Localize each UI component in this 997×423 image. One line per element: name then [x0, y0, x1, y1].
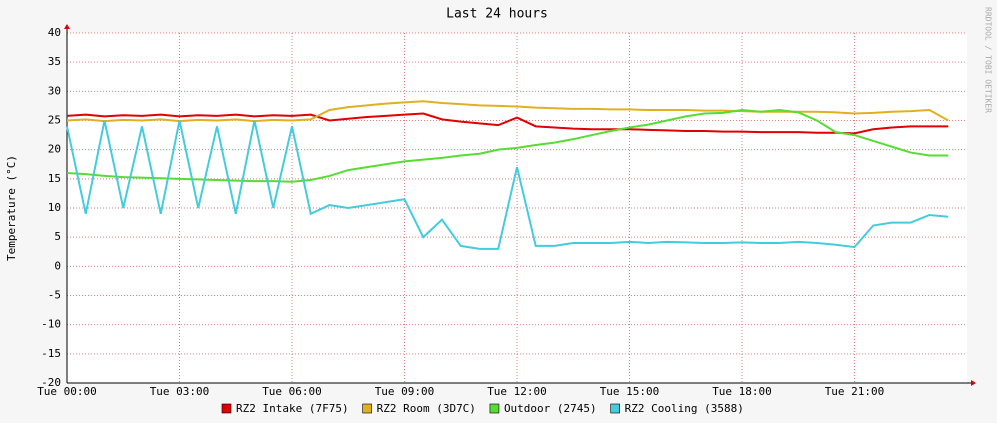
y-tick-label: 0	[54, 259, 61, 272]
y-tick-label: 5	[54, 230, 61, 243]
x-tick-label: Tue 15:00	[600, 385, 660, 398]
y-tick-label: 40	[48, 26, 61, 39]
legend-label: RZ2 Intake (7F75)	[236, 402, 349, 415]
chart-title: Last 24 hours	[446, 7, 548, 22]
y-axis-arrow	[64, 24, 70, 29]
series-line	[66, 100, 949, 123]
y-tick-label: -15	[41, 347, 61, 360]
x-tick-label: Tue 00:00	[37, 385, 97, 398]
x-tick-label: Tue 06:00	[262, 385, 322, 398]
y-tick-label: -10	[41, 318, 61, 331]
series-line	[66, 112, 949, 135]
legend-swatch	[610, 403, 620, 414]
series-line	[66, 108, 949, 183]
y-axis-label: Temperature (°C)	[5, 155, 18, 261]
legend-swatch	[221, 403, 232, 414]
y-tick-label: 30	[48, 84, 61, 97]
y-tick-label: 35	[48, 55, 61, 68]
series-line	[66, 120, 949, 250]
y-tick-label: -20	[41, 376, 61, 389]
x-tick-label: Tue 03:00	[150, 385, 210, 398]
watermark: RRDTOOL / TOBI OETIKER	[984, 7, 993, 113]
legend-label: RZ2 Room (3D7C)	[377, 402, 476, 415]
y-tick-label: 10	[48, 201, 61, 214]
x-tick-label: Tue 12:00	[487, 385, 547, 398]
legend-swatch	[489, 403, 500, 414]
x-tick-label: Tue 09:00	[375, 385, 435, 398]
y-tick-label: 15	[48, 172, 61, 185]
legend-label: Outdoor (2745)	[504, 402, 597, 415]
legend-swatch	[362, 403, 372, 414]
y-tick-label: 25	[48, 114, 61, 127]
x-axis-arrow	[971, 380, 976, 386]
y-tick-label: 20	[48, 143, 61, 156]
y-tick-label: -5	[48, 289, 61, 302]
x-tick-label: Tue 18:00	[712, 385, 772, 398]
x-tick-label: Tue 21:00	[825, 385, 885, 398]
legend-label: RZ2 Cooling (3588)	[625, 402, 744, 415]
